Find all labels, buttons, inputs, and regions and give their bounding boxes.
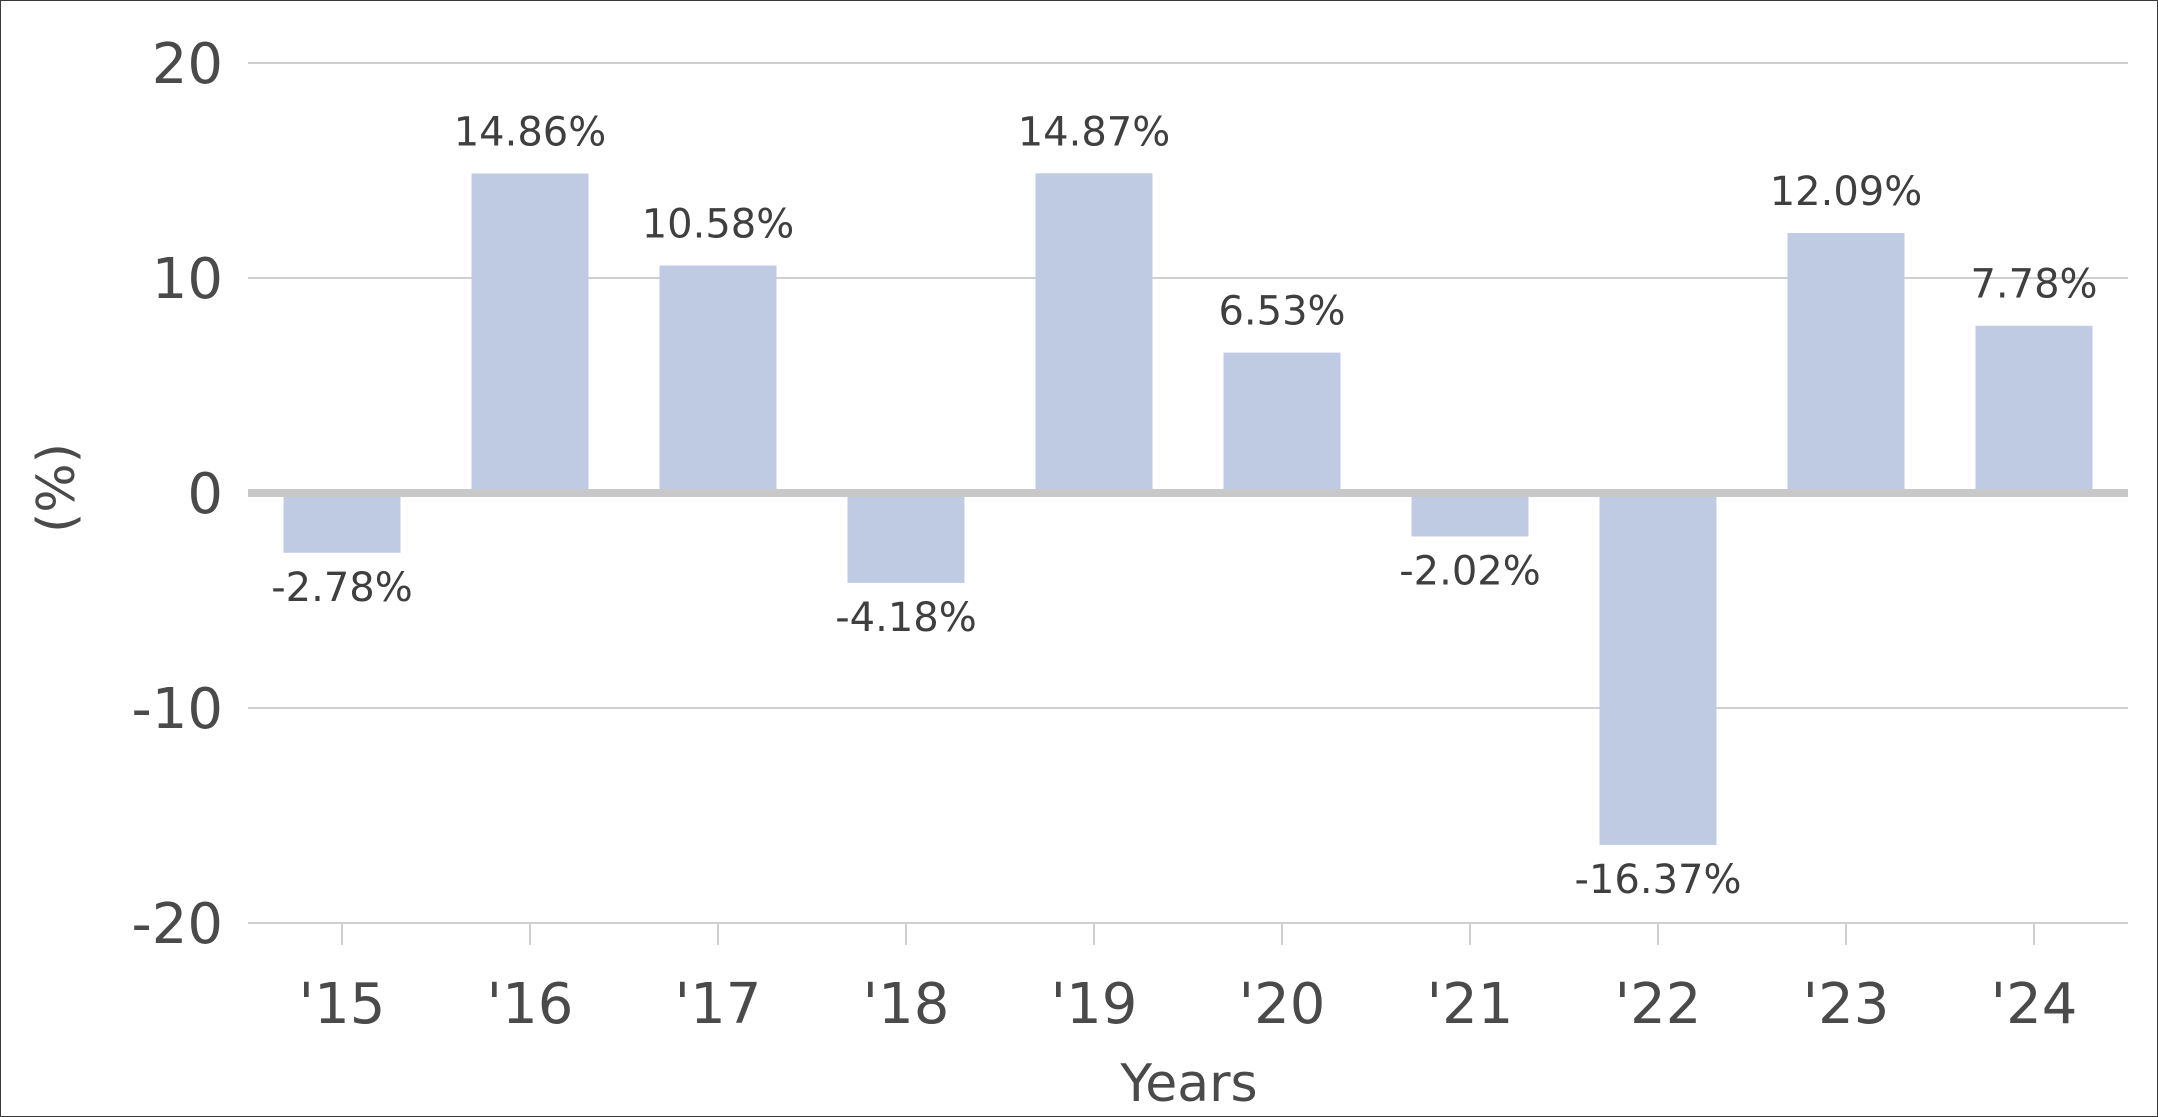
y-axis-title: (%) — [27, 443, 87, 533]
data-label: -2.02% — [1399, 548, 1541, 594]
data-label: 10.58% — [642, 202, 795, 248]
y-tick-label: -10 — [132, 677, 223, 742]
bar — [1599, 493, 1717, 845]
x-tick-label: '18 — [863, 972, 950, 1037]
x-tick-label: '20 — [1239, 972, 1326, 1037]
bar — [283, 493, 401, 553]
y-tick-label: 0 — [187, 462, 223, 527]
bars — [283, 173, 2093, 845]
y-tick-labels: 20 10 0 -10 -20 — [132, 32, 223, 957]
bar — [847, 493, 965, 583]
x-tick-labels: '15 '16 '17 '18 '19 '20 '21 '22 '23 '24 — [299, 972, 2078, 1037]
y-tick-label: 20 — [152, 32, 223, 97]
x-tick-marks — [248, 922, 2128, 945]
x-tick-label: '16 — [487, 972, 574, 1037]
data-label: 12.09% — [1770, 169, 1923, 215]
x-tick-label: '21 — [1427, 972, 1514, 1037]
x-tick-label: '15 — [299, 972, 386, 1037]
x-tick-label: '24 — [1991, 972, 2078, 1037]
data-label: -2.78% — [271, 565, 413, 611]
x-tick-label: '23 — [1803, 972, 1890, 1037]
data-label: -16.37% — [1575, 857, 1742, 903]
bar — [1223, 352, 1341, 493]
x-tick-label: '17 — [675, 972, 762, 1037]
bar — [659, 265, 777, 493]
data-label: 14.86% — [454, 110, 607, 156]
x-tick-label: '22 — [1615, 972, 1702, 1037]
data-label: -4.18% — [835, 595, 977, 641]
bar — [1411, 493, 1529, 537]
bar — [1787, 233, 1905, 493]
data-label: 7.78% — [1970, 262, 2097, 308]
bar — [1975, 325, 2093, 493]
y-tick-label: 10 — [152, 247, 223, 312]
x-tick-label: '19 — [1051, 972, 1138, 1037]
data-label: 6.53% — [1218, 289, 1345, 335]
bar — [1035, 173, 1153, 494]
data-labels: -2.78% 14.86% 10.58% -4.18% 14.87% 6.53% -2.02… — [271, 109, 2097, 903]
y-tick-label: -20 — [132, 892, 223, 957]
bar — [471, 173, 589, 493]
data-label: 14.87% — [1018, 109, 1171, 155]
x-axis-title: Years — [1119, 1054, 1257, 1114]
